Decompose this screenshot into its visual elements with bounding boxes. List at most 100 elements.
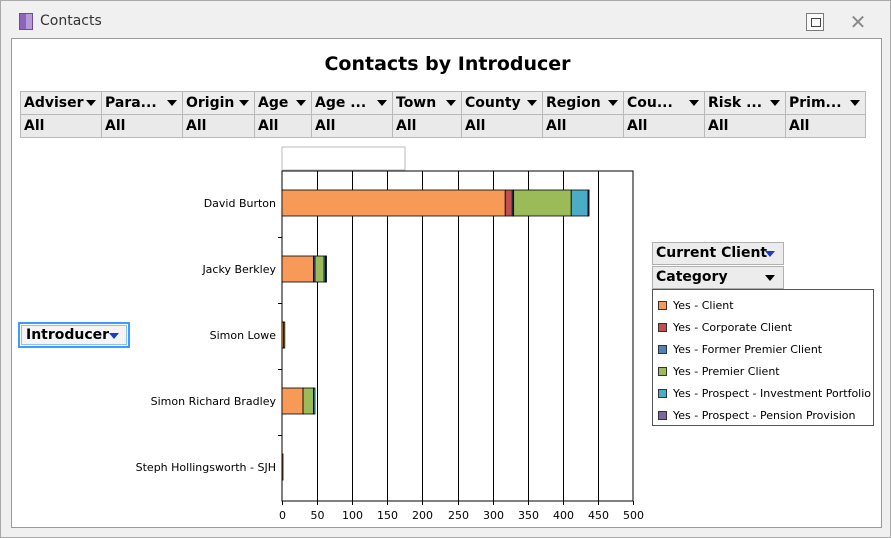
bar-segment	[281, 189, 506, 217]
chevron-down-icon[interactable]	[109, 333, 119, 339]
restore-icon[interactable]	[806, 13, 824, 31]
x-tick-label: 400	[553, 509, 574, 522]
filter-5-header[interactable]: Town	[392, 91, 462, 115]
filter-label: Risk ...	[708, 95, 763, 111]
x-tick-label: 350	[518, 509, 539, 522]
chevron-down-icon[interactable]	[296, 100, 306, 106]
legend-swatch	[658, 322, 667, 332]
x-tick-label: 150	[377, 509, 398, 522]
filter-1-value[interactable]: All	[101, 114, 183, 138]
bar-segment	[313, 387, 316, 415]
chevron-down-icon[interactable]	[770, 100, 780, 106]
legend-swatch	[658, 344, 667, 354]
bar-segment	[325, 255, 327, 283]
filter-10-value[interactable]: All	[785, 114, 866, 138]
bar-segment	[302, 387, 314, 415]
current-client-field-label: Current Client	[656, 245, 768, 261]
filter-9-header[interactable]: Risk ...	[704, 91, 786, 115]
chevron-down-icon[interactable]	[446, 100, 456, 106]
y-tick-label: Simon Richard Bradley	[151, 395, 277, 408]
x-tick-label: 200	[412, 509, 433, 522]
chevron-down-icon[interactable]	[850, 100, 860, 106]
bar-segment	[587, 189, 590, 217]
legend-label: Yes - Corporate Client	[673, 320, 793, 334]
filter-7-header[interactable]: Region	[542, 91, 624, 115]
chevron-down-icon[interactable]	[765, 251, 775, 257]
introducer-field-label: Introducer	[26, 327, 110, 343]
window-title: Contacts	[40, 13, 102, 29]
plot-area	[281, 170, 634, 502]
legend-label: Yes - Premier Client	[673, 364, 780, 378]
app-icon	[19, 13, 33, 30]
filter-3-value[interactable]: All	[254, 114, 312, 138]
filter-2-header[interactable]: Origin	[182, 91, 255, 115]
filter-8-header[interactable]: Cou...	[623, 91, 705, 115]
filter-label: Para...	[105, 95, 157, 111]
filter-1-header[interactable]: Para...	[101, 91, 183, 115]
chevron-down-icon[interactable]	[239, 100, 249, 106]
legend-item: Yes - Prospect - Pension Provision	[658, 404, 873, 426]
y-tick-label: Jacky Berkley	[201, 263, 276, 276]
chevron-down-icon[interactable]	[527, 100, 537, 106]
y-tick-label: Steph Hollingsworth - SJH	[136, 461, 276, 474]
filter-label: Cou...	[627, 95, 673, 111]
y-tick-label: Simon Lowe	[210, 329, 277, 342]
filter-9-value[interactable]: All	[704, 114, 786, 138]
chart-panel: Contacts by Introducer Adviser Para... Ori…	[11, 38, 882, 528]
legend-label: Yes - Prospect - Investment Portfolio	[673, 386, 872, 400]
x-tick-label: 100	[342, 509, 363, 522]
filter-7-value[interactable]: All	[542, 114, 624, 138]
bar-segment	[281, 453, 284, 481]
x-tick-label: 0	[279, 509, 286, 522]
filter-label: County	[465, 95, 521, 111]
filter-header-row: Adviser Para... Origin Age Age ... Town County…	[20, 91, 866, 115]
legend-swatch	[658, 300, 667, 310]
filter-5-value[interactable]: All	[392, 114, 462, 138]
legend-swatch	[658, 366, 667, 376]
filter-4-value[interactable]: All	[311, 114, 393, 138]
chart-title: Contacts by Introducer	[324, 53, 571, 75]
bar-segment	[314, 255, 325, 283]
bar-segment	[513, 189, 572, 217]
current-client-field-button[interactable]: Current Client	[652, 242, 784, 265]
chevron-down-icon[interactable]	[86, 100, 96, 106]
filter-2-value[interactable]: All	[182, 114, 255, 138]
legend-label: Yes - Prospect - Pension Provision	[673, 408, 856, 422]
bar-segment	[281, 387, 304, 415]
introducer-field-button[interactable]: Introducer	[18, 322, 130, 348]
x-tick-label: 450	[588, 509, 609, 522]
chevron-down-icon[interactable]	[377, 100, 387, 106]
filter-label: Adviser	[24, 95, 84, 111]
x-tick-label: 300	[483, 509, 504, 522]
filter-0-value[interactable]: All	[20, 114, 102, 138]
filter-label: Region	[546, 95, 601, 111]
legend-item: Yes - Corporate Client	[658, 316, 873, 338]
legend-label: Yes - Former Premier Client	[673, 342, 823, 356]
filter-4-header[interactable]: Age ...	[311, 91, 393, 115]
chevron-down-icon[interactable]	[167, 100, 177, 106]
chevron-down-icon[interactable]	[608, 100, 618, 106]
x-tick-label: 50	[311, 509, 325, 522]
filter-label: Origin	[186, 95, 235, 111]
bar-segment	[504, 189, 513, 217]
chart-legend: Yes - Client Yes - Corporate Client Yes - …	[652, 289, 874, 426]
bar-chart: 0 50 100 150 200 250 300 350 400 450 500 David Burt…	[136, 146, 644, 522]
x-tick-label: 250	[448, 509, 469, 522]
filter-0-header[interactable]: Adviser	[20, 91, 102, 115]
legend-item: Yes - Premier Client	[658, 360, 873, 382]
filter-10-header[interactable]: Prim...	[785, 91, 866, 115]
legend-item: Yes - Former Premier Client	[658, 338, 873, 360]
chevron-down-icon[interactable]	[765, 275, 775, 281]
filter-8-value[interactable]: All	[623, 114, 705, 138]
close-icon[interactable]: ✕	[849, 10, 867, 34]
legend-swatch	[658, 410, 667, 420]
filter-6-header[interactable]: County	[461, 91, 543, 115]
legend-item: Yes - Client	[658, 294, 873, 316]
category-field-button[interactable]: Category	[652, 266, 784, 289]
category-field-label: Category	[656, 269, 728, 285]
filter-label: Prim...	[789, 95, 842, 111]
title-bar[interactable]: Contacts ✕	[1, 1, 890, 37]
chevron-down-icon[interactable]	[689, 100, 699, 106]
filter-3-header[interactable]: Age	[254, 91, 312, 115]
